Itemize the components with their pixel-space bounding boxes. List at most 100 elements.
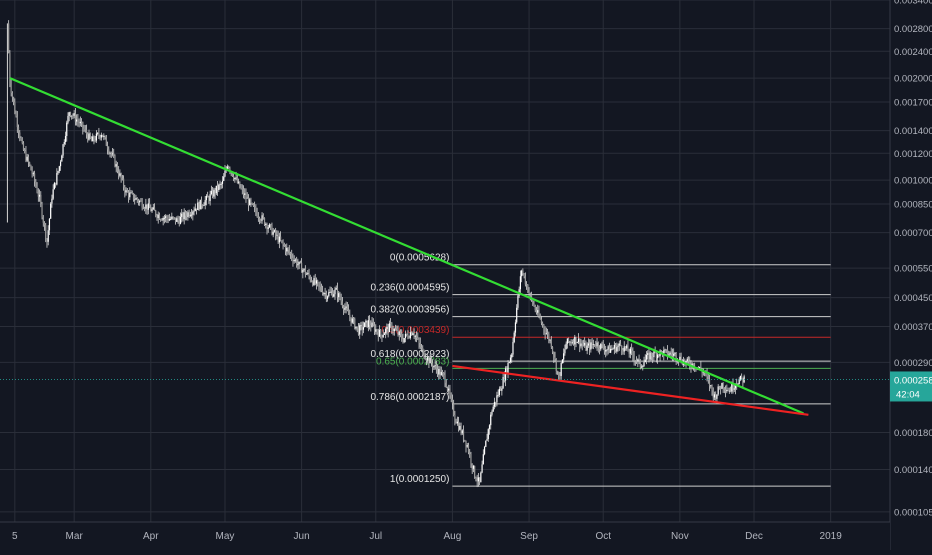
- candle-body: [572, 342, 575, 345]
- fib-level-label: 0.236(0.0004595): [370, 283, 449, 294]
- candle-body: [309, 276, 311, 281]
- candle-body: [114, 155, 116, 167]
- candle-body: [31, 170, 33, 174]
- candle-body: [150, 207, 152, 212]
- candle-body: [123, 178, 125, 188]
- candle-body: [255, 207, 257, 213]
- candle-body: [320, 286, 322, 291]
- time-axis[interactable]: [0, 522, 890, 550]
- candle-body: [665, 349, 667, 351]
- fibonacci-retracement[interactable]: 0(0.0005628) 0.236(0.0004595) 0.382(0.0003…: [370, 253, 831, 487]
- candle-body: [569, 341, 571, 343]
- candle-body: [601, 343, 603, 345]
- candle-body: [304, 268, 306, 275]
- candle-body: [314, 278, 316, 284]
- candle-body: [93, 136, 95, 141]
- candle-body: [19, 132, 21, 138]
- candle-body: [257, 216, 259, 218]
- candle-body: [184, 212, 187, 216]
- candle-body: [58, 166, 60, 172]
- candle-body: [643, 362, 645, 367]
- candle-body: [279, 236, 282, 241]
- candle-body: [109, 152, 111, 154]
- candle-body: [481, 464, 483, 473]
- candle-body: [98, 133, 100, 136]
- candle-body: [120, 173, 122, 179]
- candle-body: [199, 199, 201, 210]
- candle-body: [301, 262, 303, 273]
- candle-body: [398, 331, 400, 335]
- candle-body: [525, 284, 528, 286]
- candle-body: [157, 214, 159, 218]
- candle-body: [660, 350, 662, 352]
- candle-body: [179, 216, 182, 224]
- candle-body: [336, 287, 339, 298]
- candle-body: [435, 365, 437, 370]
- candle-body: [460, 425, 462, 434]
- candle-body: [205, 195, 208, 201]
- candle-body: [697, 367, 700, 369]
- candle-body: [372, 322, 374, 326]
- trendline-support[interactable]: [452, 364, 809, 416]
- candle-body: [647, 353, 649, 355]
- candle-body: [598, 347, 601, 350]
- candle-body: [602, 344, 604, 349]
- candle-body: [250, 199, 252, 204]
- candle-body: [456, 421, 458, 424]
- candle-body: [538, 310, 540, 317]
- candle-body: [514, 322, 517, 333]
- candle-body: [315, 280, 318, 284]
- candle-body: [600, 343, 602, 350]
- candle-body: [200, 199, 203, 206]
- candle-body: [555, 358, 557, 371]
- candle-body: [542, 323, 544, 325]
- candle-body: [41, 203, 43, 218]
- candle-body: [119, 173, 121, 176]
- y-tick-label: 0.0001050: [894, 507, 932, 518]
- candle-body: [388, 323, 390, 333]
- candle-body: [530, 294, 533, 300]
- trendlines[interactable]: [9, 77, 809, 416]
- candle-body: [233, 176, 235, 180]
- candle-body: [166, 216, 168, 219]
- candle-body: [655, 352, 657, 359]
- candle-body: [231, 172, 233, 177]
- candle-body: [249, 199, 251, 206]
- candle-body: [197, 202, 199, 211]
- trendline-resistance[interactable]: [9, 77, 804, 415]
- candle-body: [741, 375, 743, 378]
- candle-body: [457, 421, 460, 430]
- candle-body: [496, 395, 498, 403]
- candle-body: [449, 388, 451, 396]
- candle-body: [194, 208, 196, 211]
- candle-body: [151, 209, 153, 212]
- candle-body: [271, 225, 273, 235]
- candle-body: [727, 390, 729, 392]
- candle-body: [220, 183, 222, 185]
- candle-body: [62, 144, 64, 156]
- candle-body: [386, 326, 388, 329]
- candle-body: [509, 357, 512, 363]
- candle-body: [739, 375, 742, 380]
- candle-body: [673, 353, 675, 356]
- candle-body: [512, 342, 514, 355]
- fib-level-label: 0(0.0005628): [390, 253, 450, 264]
- candle-body: [493, 401, 496, 407]
- candle-body: [482, 454, 484, 465]
- candle-body: [446, 387, 449, 391]
- candle-body: [529, 293, 531, 295]
- candle-body: [79, 121, 81, 124]
- price-axis[interactable]: [890, 0, 932, 550]
- candle-body: [359, 325, 361, 335]
- candle-body: [492, 406, 494, 412]
- candle-body: [202, 205, 204, 207]
- candle-body: [291, 253, 293, 258]
- candle-body: [161, 219, 163, 221]
- candle-body: [403, 338, 405, 343]
- candle-body: [715, 394, 717, 399]
- candle-body: [118, 171, 120, 176]
